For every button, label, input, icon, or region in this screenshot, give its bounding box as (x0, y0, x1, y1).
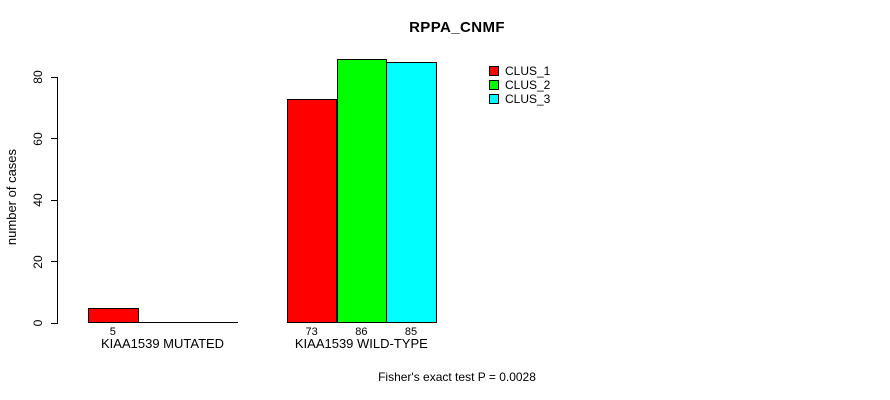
legend-label: CLUS_3 (505, 92, 551, 107)
legend-swatch (489, 94, 499, 105)
y-tick-mark (51, 76, 58, 78)
bar-clus_3-zero (187, 322, 239, 323)
bar-clus_3 (386, 61, 437, 323)
y-tick-mark (51, 199, 58, 201)
chart-title: RPPA_CNMF (409, 19, 505, 36)
annotation-text: Fisher's exact test P = 0.0028 (378, 370, 536, 384)
y-tick-mark (51, 138, 58, 139)
y-axis-label: number of cases (4, 148, 19, 246)
bar-clus_1 (88, 307, 139, 323)
legend-swatch (489, 80, 499, 91)
legend: CLUS_1 CLUS_2 CLUS_3 (489, 64, 550, 107)
y-tick-mark (51, 261, 58, 262)
bar-value-label: 86 (355, 326, 368, 338)
legend-item: CLUS_1 (489, 64, 550, 78)
y-tick-label: 60 (31, 131, 45, 146)
bar-value-label: 85 (404, 326, 418, 338)
y-tick-label: 40 (31, 193, 45, 207)
legend-item: CLUS_2 (489, 78, 550, 92)
y-tick-label: 0 (31, 319, 45, 327)
bar-clus_2-zero (137, 322, 189, 323)
y-tick-label: 80 (31, 70, 45, 84)
legend-label: CLUS_1 (505, 64, 551, 79)
legend-item: CLUS_3 (489, 92, 550, 106)
x-category-label: KIAA1539 MUTATED (101, 336, 225, 351)
bar-clus_2 (336, 58, 388, 323)
y-tick-label: 20 (31, 254, 45, 269)
bar-value-label: 5 (109, 326, 116, 338)
x-category-label: KIAA1539 WILD-TYPE (294, 336, 428, 351)
legend-swatch (489, 66, 499, 77)
legend-label: CLUS_2 (505, 78, 551, 93)
y-tick-mark (51, 322, 58, 324)
bar-clus_1 (286, 98, 338, 323)
bar-value-label: 73 (305, 326, 318, 338)
